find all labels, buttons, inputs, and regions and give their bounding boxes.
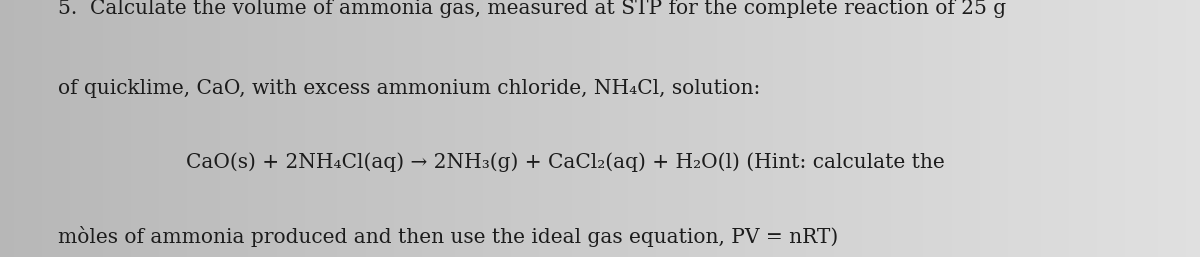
Text: 5.  Calculate the volume of ammonia gas, measured at STP for the complete reacti: 5. Calculate the volume of ammonia gas, …: [58, 0, 1006, 18]
Text: mòles of ammonia produced and then use the ideal gas equation, PV = nRT): mòles of ammonia produced and then use t…: [58, 226, 838, 247]
Text: CaO(s) + 2NH₄Cl(aq) → 2NH₃(g) + CaCl₂(aq) + H₂O(l) (Hint: calculate the: CaO(s) + 2NH₄Cl(aq) → 2NH₃(g) + CaCl₂(aq…: [186, 153, 944, 172]
Text: of quicklime, CaO, with excess ammonium chloride, NH₄Cl, solution:: of quicklime, CaO, with excess ammonium …: [58, 79, 760, 98]
